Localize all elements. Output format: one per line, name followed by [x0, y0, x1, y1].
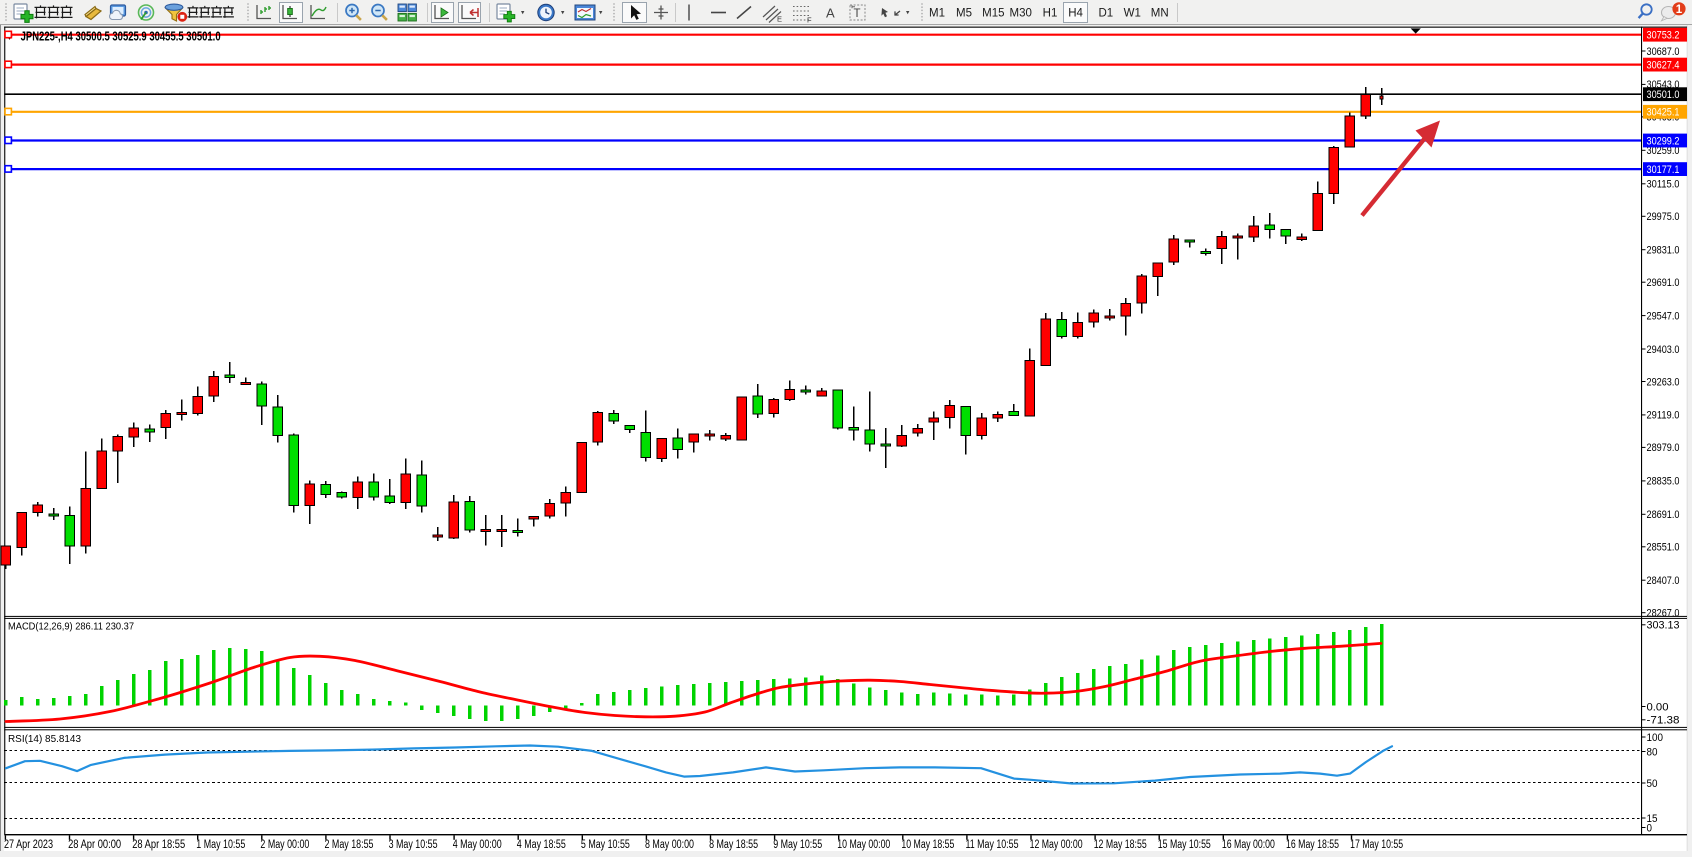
svg-text:30753.2: 30753.2: [1647, 30, 1680, 42]
svg-text:1 May 10:55: 1 May 10:55: [196, 839, 245, 851]
svg-text:RSI(14) 85.8143: RSI(14) 85.8143: [8, 733, 81, 745]
svg-text:27 Apr 2023: 27 Apr 2023: [4, 839, 53, 851]
svg-text:12 May 00:00: 12 May 00:00: [1030, 839, 1083, 851]
svg-text:303.13: 303.13: [1647, 620, 1680, 632]
svg-text:T: T: [854, 8, 861, 20]
svg-text:16 May 00:00: 16 May 00:00: [1222, 839, 1275, 851]
svg-text:0.00: 0.00: [1647, 701, 1669, 713]
svg-text:30425.1: 30425.1: [1647, 107, 1680, 119]
svg-text:11 May 10:55: 11 May 10:55: [966, 839, 1019, 851]
svg-text:M30: M30: [1010, 8, 1032, 20]
svg-text:28835.0: 28835.0: [1647, 476, 1680, 488]
svg-text:M5: M5: [956, 8, 972, 20]
svg-text:M15: M15: [982, 8, 1004, 20]
svg-text:29975.0: 29975.0: [1647, 211, 1680, 223]
svg-text:D1: D1: [1098, 8, 1113, 20]
svg-text:MN: MN: [1151, 8, 1169, 20]
svg-text:100: 100: [1647, 732, 1664, 744]
svg-text:30687.0: 30687.0: [1647, 46, 1680, 58]
svg-text:MACD(12,26,9) 286.11 230.37: MACD(12,26,9) 286.11 230.37: [8, 621, 134, 633]
svg-text:29831.0: 29831.0: [1647, 245, 1680, 257]
svg-text:5 May 10:55: 5 May 10:55: [581, 839, 630, 851]
svg-text:A: A: [826, 6, 835, 21]
svg-text:28551.0: 28551.0: [1647, 542, 1680, 554]
svg-text:3 May 10:55: 3 May 10:55: [389, 839, 438, 851]
svg-text:15 May 10:55: 15 May 10:55: [1158, 839, 1211, 851]
svg-text:80: 80: [1647, 746, 1658, 758]
svg-text:10 May 00:00: 10 May 00:00: [837, 839, 890, 851]
svg-text:12 May 18:55: 12 May 18:55: [1094, 839, 1147, 851]
svg-text:8 May 18:55: 8 May 18:55: [709, 839, 758, 851]
svg-text:E: E: [777, 15, 782, 24]
svg-text:1: 1: [1676, 4, 1683, 16]
svg-text:JPN225-,H4 30500.5 30525.9 30: JPN225-,H4 30500.5 30525.9 30455.5 30501…: [21, 29, 221, 44]
svg-text:28979.0: 28979.0: [1647, 442, 1680, 454]
svg-text:29119.0: 29119.0: [1647, 410, 1680, 422]
svg-text:0: 0: [1647, 822, 1653, 834]
svg-text:W1: W1: [1124, 8, 1141, 20]
svg-text:28691.0: 28691.0: [1647, 509, 1680, 521]
svg-text:28407.0: 28407.0: [1647, 575, 1680, 587]
svg-text:30501.0: 30501.0: [1647, 89, 1680, 101]
svg-text:-71.38: -71.38: [1647, 715, 1680, 727]
svg-text:9 May 10:55: 9 May 10:55: [773, 839, 822, 851]
svg-text:28 Apr 18:55: 28 Apr 18:55: [132, 839, 185, 851]
svg-text:10 May 18:55: 10 May 18:55: [901, 839, 954, 851]
svg-text:15: 15: [1647, 813, 1658, 825]
svg-text:29691.0: 29691.0: [1647, 277, 1680, 289]
svg-text:29547.0: 29547.0: [1647, 310, 1680, 322]
svg-text:8 May 00:00: 8 May 00:00: [645, 839, 694, 851]
svg-text:30115.0: 30115.0: [1647, 179, 1680, 191]
svg-text:28267.0: 28267.0: [1647, 608, 1680, 620]
svg-text:50: 50: [1647, 778, 1658, 790]
svg-text:2 May 18:55: 2 May 18:55: [325, 839, 374, 851]
svg-text:28 Apr 00:00: 28 Apr 00:00: [68, 839, 121, 851]
svg-text:F: F: [807, 16, 812, 25]
svg-text:16 May 18:55: 16 May 18:55: [1286, 839, 1339, 851]
svg-text:M1: M1: [929, 8, 945, 20]
svg-text:29403.0: 29403.0: [1647, 344, 1680, 356]
svg-text:H4: H4: [1068, 8, 1083, 20]
svg-text:30299.2: 30299.2: [1647, 135, 1680, 147]
svg-text:30259.0: 30259.0: [1647, 145, 1680, 157]
svg-text:30177.1: 30177.1: [1647, 164, 1680, 176]
svg-text:29263.0: 29263.0: [1647, 376, 1680, 388]
svg-text:2 May 00:00: 2 May 00:00: [260, 839, 309, 851]
svg-text:4 May 00:00: 4 May 00:00: [453, 839, 502, 851]
svg-text:H1: H1: [1043, 8, 1058, 20]
svg-text:4 May 18:55: 4 May 18:55: [517, 839, 566, 851]
svg-text:17 May 10:55: 17 May 10:55: [1350, 839, 1403, 851]
svg-text:30627.4: 30627.4: [1647, 60, 1680, 72]
